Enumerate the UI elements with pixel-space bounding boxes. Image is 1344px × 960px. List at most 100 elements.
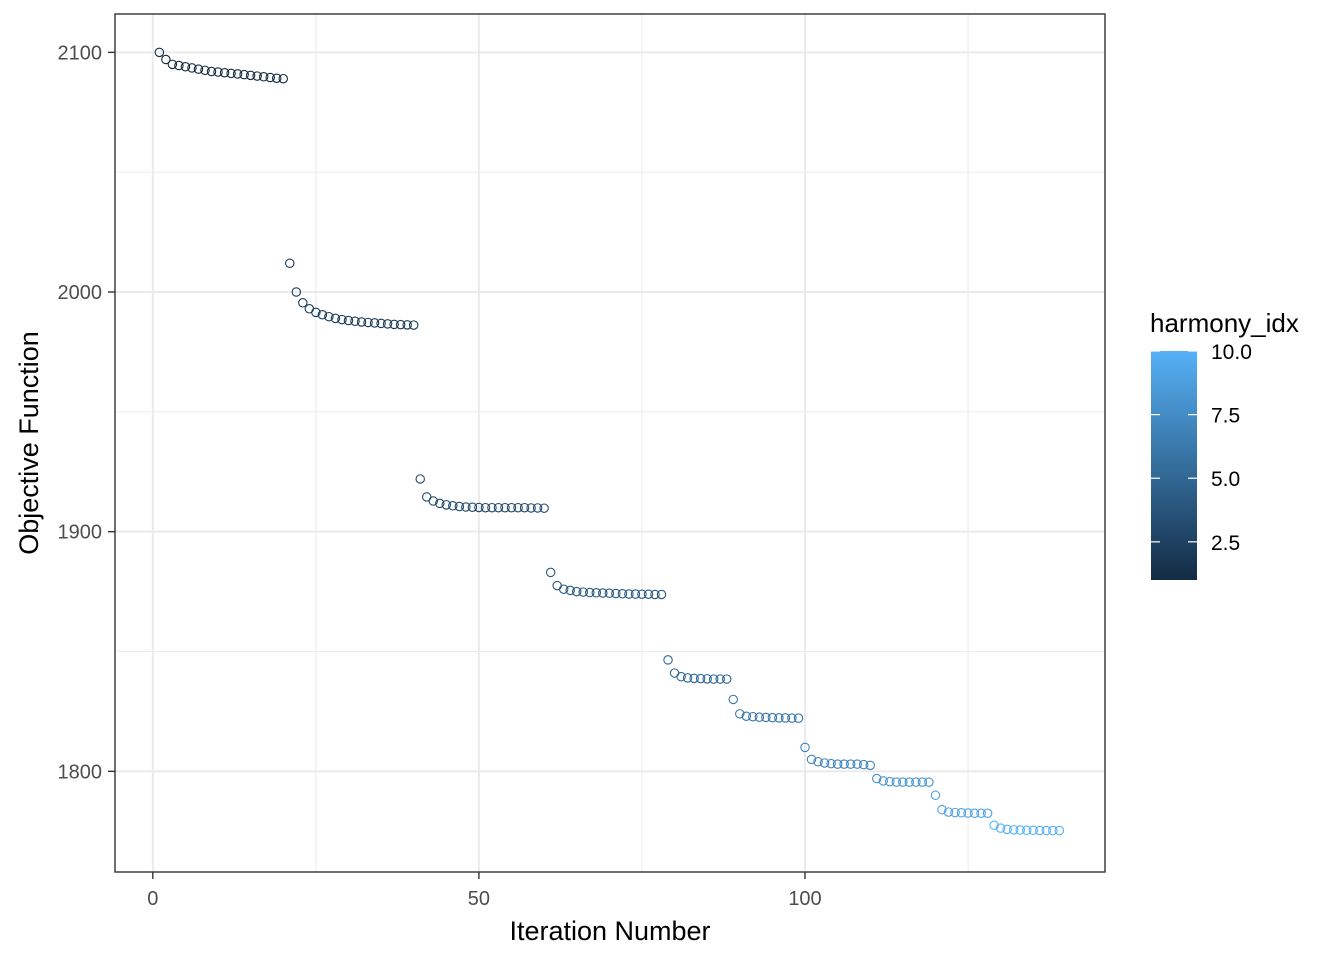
data-point (689, 673, 699, 684)
data-point (787, 713, 797, 723)
data-point (376, 318, 386, 329)
data-point (617, 588, 628, 599)
data-point (839, 759, 849, 769)
data-point (917, 777, 928, 787)
data-point (506, 502, 517, 513)
data-point (819, 758, 830, 768)
data-point (911, 777, 921, 787)
data-point (878, 776, 889, 786)
data-point (278, 73, 289, 84)
data-point (154, 47, 165, 58)
data-point (311, 307, 321, 318)
data-point (924, 777, 934, 787)
data-point (780, 713, 791, 723)
data-point (415, 474, 425, 484)
data-point (858, 759, 869, 770)
data-point (982, 808, 993, 819)
data-point (363, 317, 373, 328)
data-point (1054, 825, 1065, 836)
data-point (1021, 825, 1032, 836)
data-point (676, 671, 686, 682)
data-point (845, 759, 856, 769)
data-point (558, 584, 569, 594)
data-point (871, 773, 882, 784)
legend-break-label: 5.0 (1211, 468, 1240, 491)
data-point (271, 73, 282, 83)
plot-panel (114, 13, 1106, 873)
data-point (963, 808, 973, 818)
x-tick-label: 0 (147, 888, 158, 910)
data-point (187, 63, 197, 73)
data-point (656, 589, 667, 600)
color-legend: harmony_idx 2.5 5.0 7.5 10.0 (1150, 308, 1299, 580)
data-point (174, 60, 184, 71)
data-point (956, 808, 967, 818)
data-point (291, 287, 302, 297)
data-point (767, 712, 778, 723)
legend-break-label: 2.5 (1211, 532, 1240, 555)
x-axis-title: Iteration Number (509, 916, 710, 946)
major-gridlines (115, 14, 1105, 872)
data-point (239, 69, 249, 80)
data-point (702, 674, 712, 684)
legend-break-label: 10.0 (1211, 341, 1252, 364)
data-point (474, 502, 484, 513)
data-point (480, 502, 491, 513)
data-point (408, 320, 419, 330)
data-point (695, 673, 706, 684)
data-point (298, 298, 308, 308)
panel-background (115, 14, 1105, 872)
data-point (545, 567, 556, 578)
data-point (813, 757, 823, 767)
data-point (741, 711, 752, 721)
colorbar-ticks: 2.5 5.0 7.5 10.0 (1151, 341, 1252, 555)
minor-gridlines (115, 14, 1105, 872)
data-point (650, 589, 660, 600)
data-point (317, 310, 328, 320)
data-point (585, 587, 595, 598)
data-point (663, 655, 673, 665)
data-point (898, 777, 908, 787)
data-point (402, 320, 412, 330)
data-point (1015, 825, 1025, 835)
data-point (252, 71, 262, 81)
data-point (800, 742, 810, 753)
data-point (441, 500, 452, 510)
data-point (1041, 825, 1052, 836)
data-point (578, 587, 589, 597)
data-point (571, 586, 582, 597)
data-point (265, 72, 275, 83)
data-point (969, 808, 980, 819)
data-point (487, 502, 497, 513)
data-point (448, 501, 458, 511)
data-point (493, 502, 504, 513)
data-point (161, 54, 171, 65)
data-point (369, 318, 380, 328)
data-point (461, 502, 471, 512)
x-axis: 0 50 100 (147, 872, 822, 910)
y-tick-label: 2000 (58, 282, 103, 304)
data-point (832, 759, 843, 769)
data-point (200, 65, 210, 76)
data-point (604, 588, 615, 599)
data-point (976, 808, 986, 819)
data-point (428, 496, 439, 506)
data-point (350, 316, 360, 327)
data-point (565, 585, 575, 596)
data-point (454, 501, 465, 512)
data-point (611, 588, 621, 599)
data-point (330, 313, 341, 324)
data-point (852, 759, 862, 769)
data-point (643, 589, 654, 599)
data-point (748, 711, 758, 722)
y-axis: 1800 1900 2000 2100 (58, 42, 115, 783)
data-point (930, 790, 941, 801)
data-point (937, 804, 947, 815)
data-point (539, 503, 549, 513)
legend-title: harmony_idx (1150, 308, 1299, 338)
data-point (382, 319, 393, 329)
x-tick-label: 100 (788, 888, 821, 910)
data-point (793, 713, 804, 723)
data-point (467, 502, 478, 512)
